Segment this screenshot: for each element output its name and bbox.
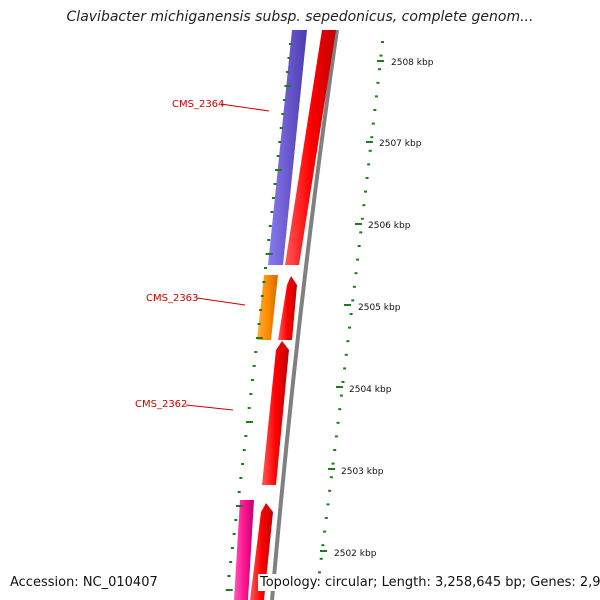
gene-label-cms-2364[interactable]: CMS_2364: [172, 99, 224, 110]
scale-label: 2507 kbp: [379, 139, 422, 149]
scale-label: 2508 kbp: [391, 58, 434, 68]
scale-tick-track: [317, 41, 384, 574]
gene-label-cms-2363[interactable]: CMS_2363: [146, 293, 198, 304]
gene-label-leader: [196, 297, 246, 306]
scale-label: 2503 kbp: [341, 467, 384, 477]
scale-label: 2505 kbp: [358, 303, 401, 313]
scale-label: 2506 kbp: [368, 221, 411, 231]
cds-feature-arrow: [250, 503, 273, 600]
map-title: Clavibacter michiganensis subsp. sepedon…: [66, 9, 534, 25]
cds-feature: [285, 30, 336, 265]
gene-label-leader: [220, 103, 270, 112]
accession-label: Accession: NC_010407: [8, 574, 160, 591]
topology-label: Topology: circular; Length: 3,258,645 bp…: [258, 574, 600, 591]
scale-label: 2504 kbp: [349, 385, 392, 395]
gc-tick-track: [225, 43, 292, 591]
gene-block-cms-2364[interactable]: [268, 30, 307, 265]
scale-label: 2502 kbp: [334, 549, 377, 559]
cds-feature-arrow: [262, 341, 289, 485]
gene-block-cms-2362-pink[interactable]: [234, 500, 254, 600]
gene-label-cms-2362[interactable]: CMS_2362: [135, 399, 187, 410]
gene-label-leader: [185, 404, 234, 411]
backbone-track: [270, 29, 339, 600]
cds-feature-arrow: [278, 276, 297, 340]
gene-block-cms-2363[interactable]: [257, 275, 278, 340]
